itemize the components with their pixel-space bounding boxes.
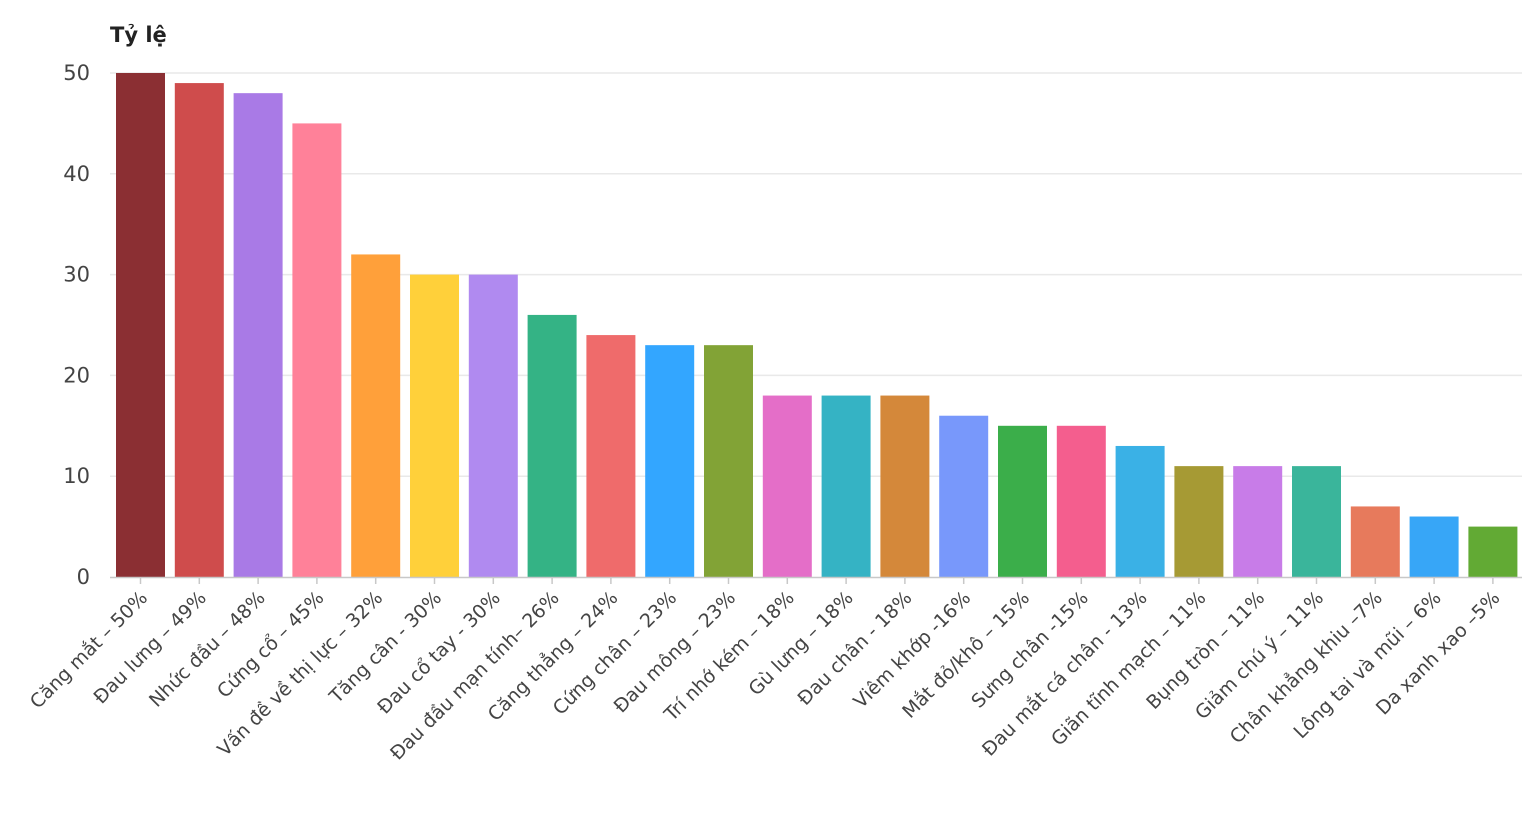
bar (586, 335, 636, 577)
bars (116, 73, 1518, 578)
bar (351, 254, 401, 577)
bar (410, 274, 459, 577)
bar (704, 345, 753, 577)
bar (527, 314, 577, 577)
bar (233, 93, 283, 577)
bar (1409, 516, 1459, 577)
bar (1233, 466, 1283, 577)
bar (1468, 526, 1518, 577)
x-tick-label: Cứng cổ – 45% (213, 587, 329, 703)
bar (1174, 466, 1224, 577)
y-tick-label: 20 (63, 363, 90, 387)
y-axis-label: Tỷ lệ (110, 23, 167, 47)
bar (998, 425, 1047, 577)
gridlines (110, 72, 1522, 477)
y-tick-label: 50 (63, 61, 90, 85)
bar (762, 395, 812, 577)
y-tick-label: 10 (63, 464, 90, 488)
bar (292, 123, 342, 578)
bar (1115, 445, 1165, 577)
bar (821, 395, 871, 577)
y-tick-label: 30 (63, 263, 90, 287)
y-tick-label: 0 (77, 565, 90, 589)
bar (880, 395, 930, 577)
x-tick-label: Gù lưng – 18% (744, 587, 857, 700)
y-tick-labels: 0 10 20 30 40 50 (63, 61, 90, 589)
x-tick-labels: Căng mắt – 50%Đau lưng – 49%Nhức đầu – 4… (25, 578, 1504, 765)
bar (116, 73, 165, 577)
y-tick-label: 40 (63, 162, 90, 186)
bar (1350, 506, 1400, 577)
bar (1056, 425, 1106, 577)
bar (1292, 466, 1341, 577)
bar (645, 345, 695, 577)
bar (468, 274, 518, 577)
bar (939, 415, 989, 577)
bar (174, 83, 224, 577)
